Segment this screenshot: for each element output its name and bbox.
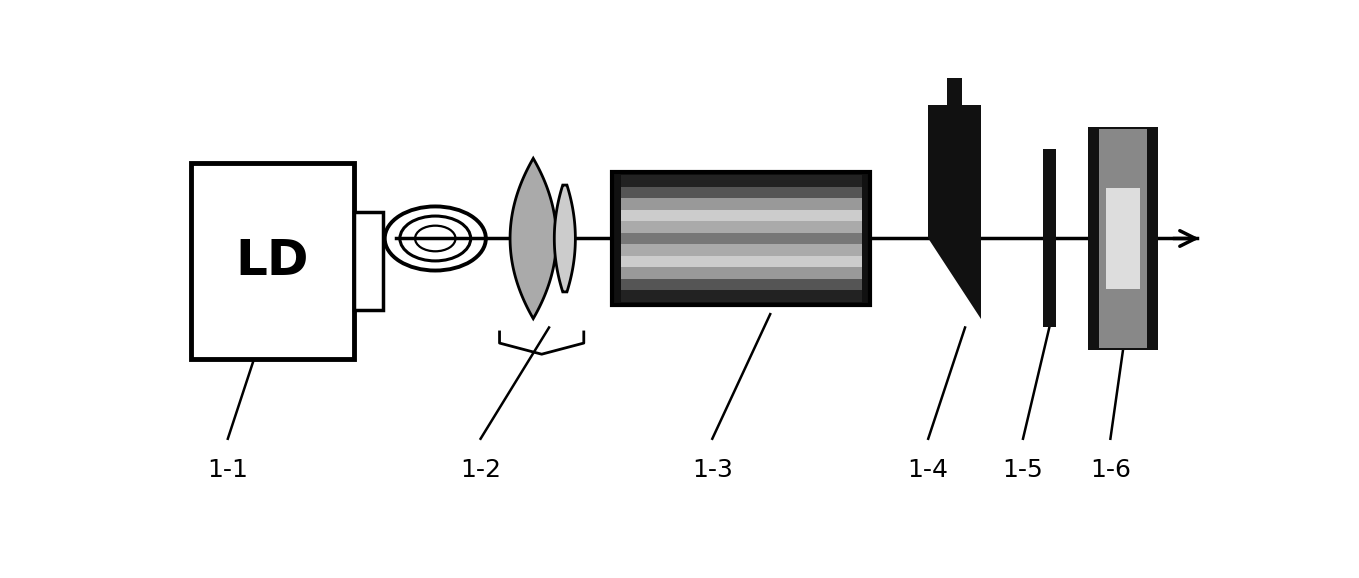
Bar — [621, 255, 862, 267]
Bar — [621, 244, 862, 255]
Bar — [621, 175, 862, 187]
Bar — [355, 212, 383, 310]
Polygon shape — [554, 185, 575, 292]
Bar — [621, 290, 862, 302]
Text: 1-3: 1-3 — [692, 458, 733, 482]
Bar — [621, 221, 862, 233]
Text: 1-4: 1-4 — [908, 458, 949, 482]
Polygon shape — [510, 158, 556, 318]
Bar — [621, 279, 862, 290]
Bar — [621, 267, 862, 279]
Text: 1-6: 1-6 — [1090, 458, 1131, 482]
Bar — [928, 105, 981, 239]
Text: 1-2: 1-2 — [461, 458, 501, 482]
Bar — [1089, 127, 1158, 350]
Bar — [1098, 129, 1147, 347]
Text: LD: LD — [236, 237, 310, 285]
Bar — [621, 198, 862, 210]
Bar — [621, 233, 862, 244]
Bar — [621, 210, 862, 221]
Bar — [1106, 188, 1140, 288]
Bar — [190, 163, 355, 358]
Bar — [612, 172, 870, 305]
Bar — [1042, 150, 1056, 328]
Text: 1-1: 1-1 — [208, 458, 249, 482]
Text: 1-5: 1-5 — [1003, 458, 1044, 482]
Bar — [947, 78, 962, 105]
Bar — [621, 187, 862, 198]
Polygon shape — [928, 239, 981, 318]
